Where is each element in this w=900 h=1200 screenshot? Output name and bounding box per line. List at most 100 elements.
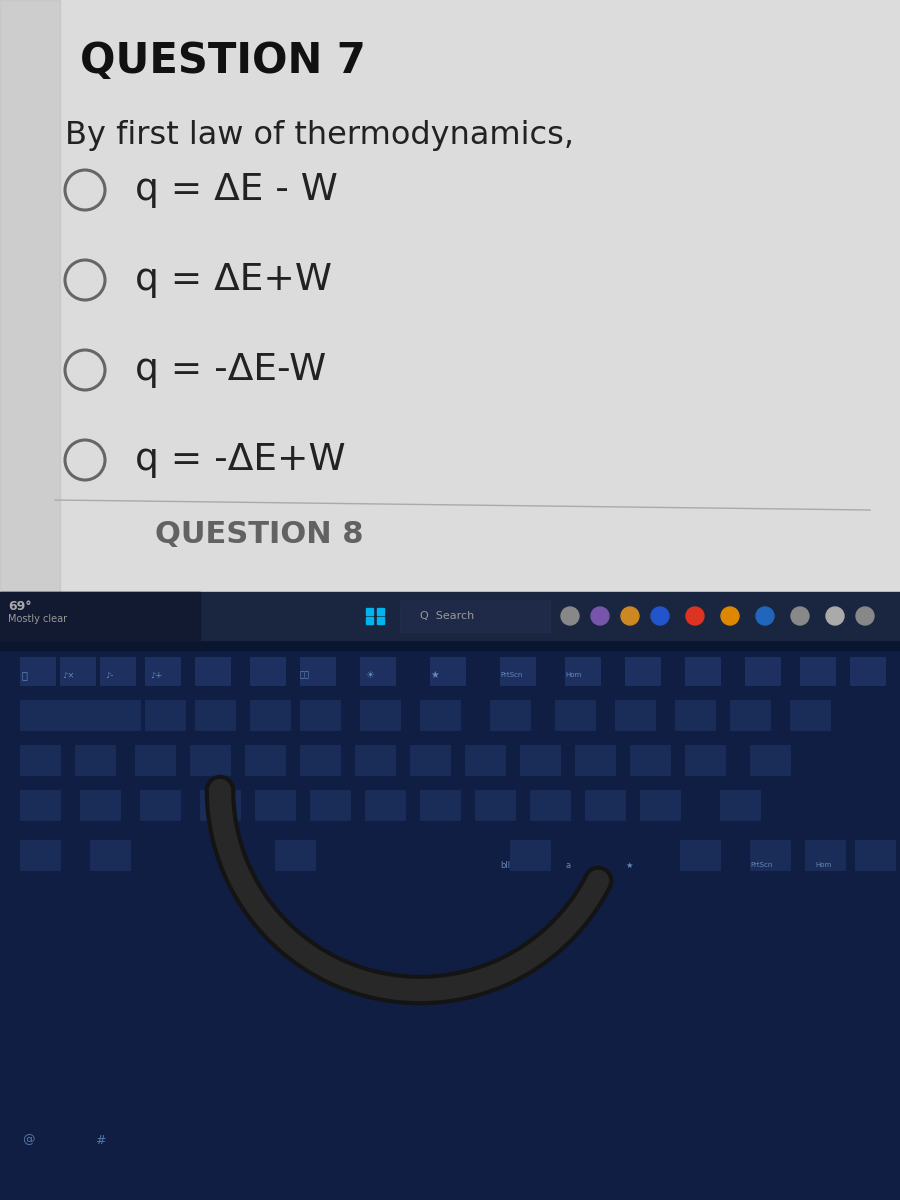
Bar: [465, 745, 505, 775]
Bar: [365, 790, 405, 820]
Bar: [0, 0, 60, 630]
Circle shape: [856, 607, 874, 625]
Bar: [500, 658, 535, 685]
Bar: [750, 840, 790, 870]
Bar: [140, 790, 180, 820]
Bar: [250, 658, 285, 685]
Text: By first law of thermodynamics,: By first law of thermodynamics,: [65, 120, 574, 151]
Bar: [250, 700, 290, 730]
Text: bll: bll: [500, 860, 510, 870]
Text: ★: ★: [625, 860, 633, 870]
Bar: [720, 790, 760, 820]
Bar: [490, 700, 530, 730]
Bar: [145, 700, 185, 730]
Bar: [195, 658, 230, 685]
Bar: [300, 700, 340, 730]
Bar: [675, 700, 715, 730]
Bar: [520, 745, 560, 775]
Bar: [90, 840, 130, 870]
Bar: [145, 658, 180, 685]
Text: ☀: ☀: [365, 670, 374, 680]
Bar: [630, 745, 670, 775]
Text: ★: ★: [430, 670, 439, 680]
Text: ⌕: ⌕: [22, 670, 28, 680]
Text: QUESTION 7: QUESTION 7: [80, 40, 366, 82]
Text: @: @: [22, 1134, 34, 1146]
Text: Mostly clear: Mostly clear: [8, 614, 68, 624]
Text: Q  Search: Q Search: [420, 611, 474, 622]
Bar: [366, 617, 373, 624]
Text: ♪×: ♪×: [62, 671, 75, 679]
Circle shape: [686, 607, 704, 625]
Circle shape: [561, 607, 579, 625]
Bar: [75, 745, 115, 775]
Bar: [640, 790, 680, 820]
Bar: [80, 790, 120, 820]
Bar: [300, 658, 335, 685]
Bar: [310, 790, 350, 820]
Bar: [555, 700, 595, 730]
Bar: [377, 608, 384, 614]
Circle shape: [826, 607, 844, 625]
Bar: [245, 745, 285, 775]
Text: q = ΔE - W: q = ΔE - W: [135, 172, 338, 208]
Bar: [275, 840, 315, 870]
Bar: [680, 840, 720, 870]
Text: q = -ΔE-W: q = -ΔE-W: [135, 352, 326, 388]
Circle shape: [591, 607, 609, 625]
Bar: [790, 700, 830, 730]
Text: Hom: Hom: [565, 672, 581, 678]
Bar: [420, 790, 460, 820]
Circle shape: [756, 607, 774, 625]
Text: ♪+: ♪+: [150, 671, 162, 679]
Bar: [190, 745, 230, 775]
Bar: [855, 840, 895, 870]
Text: q = -ΔE+W: q = -ΔE+W: [135, 442, 346, 478]
Bar: [255, 790, 295, 820]
Bar: [366, 608, 373, 614]
Bar: [0, 592, 200, 640]
Text: a: a: [565, 860, 570, 870]
Bar: [530, 790, 570, 820]
Text: QUESTION 8: QUESTION 8: [155, 520, 364, 550]
Bar: [360, 700, 400, 730]
Bar: [565, 658, 600, 685]
Bar: [200, 790, 240, 820]
Bar: [300, 745, 340, 775]
Circle shape: [621, 607, 639, 625]
Text: PrtScn: PrtScn: [750, 862, 772, 868]
Text: ♪-: ♪-: [105, 671, 113, 679]
Bar: [850, 658, 885, 685]
Bar: [0, 0, 900, 630]
Bar: [575, 745, 615, 775]
Bar: [355, 745, 395, 775]
Bar: [20, 700, 60, 730]
Bar: [60, 700, 100, 730]
Bar: [0, 592, 900, 640]
Text: q = ΔE+W: q = ΔE+W: [135, 262, 332, 298]
Bar: [0, 630, 900, 1200]
Bar: [625, 658, 660, 685]
Bar: [135, 745, 175, 775]
Text: Hom: Hom: [815, 862, 832, 868]
Bar: [745, 658, 780, 685]
Bar: [475, 790, 515, 820]
Bar: [685, 658, 720, 685]
Bar: [400, 600, 550, 632]
Bar: [805, 840, 845, 870]
Bar: [360, 658, 395, 685]
Bar: [20, 745, 60, 775]
Circle shape: [721, 607, 739, 625]
Text: ⏯⏯: ⏯⏯: [300, 671, 310, 679]
Bar: [377, 617, 384, 624]
Text: PrtScn: PrtScn: [500, 672, 522, 678]
Text: 69°: 69°: [8, 600, 32, 613]
Bar: [20, 790, 60, 820]
Bar: [100, 700, 140, 730]
Bar: [615, 700, 655, 730]
Circle shape: [791, 607, 809, 625]
Text: #: #: [95, 1134, 105, 1146]
Bar: [685, 745, 725, 775]
Bar: [750, 745, 790, 775]
Bar: [60, 658, 95, 685]
